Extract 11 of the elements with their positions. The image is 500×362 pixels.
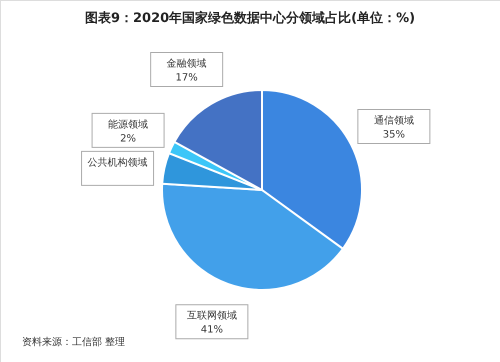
data-label: 35% — [382, 129, 405, 140]
data-label: 41% — [200, 324, 223, 336]
slice-label: 公共机构领域 — [88, 156, 148, 168]
text: 资料来源：工信部 整理 — [22, 336, 126, 348]
data-label: 17% — [176, 72, 198, 84]
slice-label: 金融领域 — [166, 57, 207, 70]
chart-title: 图表9：2020年国家绿色数据中心分领域占比(单位：%) — [84, 10, 416, 26]
slice-label: 互联网领域 — [186, 310, 237, 322]
slice-label: 能源领域 — [108, 118, 148, 130]
slice-label: 通信领域 — [374, 114, 414, 126]
data-label: 2% — [120, 133, 136, 144]
